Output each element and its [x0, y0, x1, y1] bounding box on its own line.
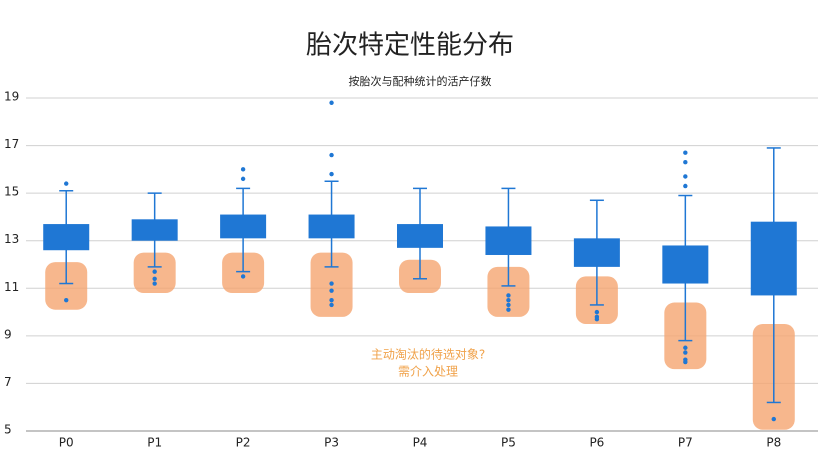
box: [308, 214, 355, 239]
box: [750, 221, 797, 296]
outlier: [594, 317, 600, 322]
box: [397, 224, 443, 248]
box: [485, 226, 532, 255]
outlier: [594, 309, 600, 315]
y-tick-label: 13: [4, 232, 19, 246]
highlight-region: [222, 252, 265, 294]
highlight-region: [45, 262, 88, 310]
outlier: [506, 307, 511, 312]
outlier: [240, 274, 246, 279]
outlier: [152, 281, 157, 286]
y-tick-label: 17: [4, 137, 19, 151]
chart-title: 胎次特定性能分布: [306, 31, 514, 61]
x-tick-label: P5: [501, 436, 516, 450]
outlier: [506, 293, 511, 298]
highlight-region: [487, 266, 530, 317]
outlier: [240, 167, 246, 172]
x-tick-label: P8: [766, 436, 781, 450]
outlier: [683, 150, 688, 155]
outlier: [683, 160, 688, 165]
outlier: [771, 416, 776, 422]
box: [573, 238, 620, 267]
x-tick-label: P1: [147, 436, 162, 450]
outlier: [329, 100, 334, 105]
outlier: [64, 181, 69, 186]
y-tick-label: 19: [4, 90, 19, 104]
outlier: [152, 276, 157, 281]
y-tick-label: 15: [4, 185, 19, 199]
annotation: 需介入处理: [398, 365, 458, 379]
outlier: [329, 302, 334, 308]
y-tick-label: 11: [4, 280, 19, 294]
outlier: [329, 171, 334, 177]
outlier: [329, 288, 334, 293]
outlier: [683, 174, 688, 179]
annotation: 主动淘汰的待选对象?: [371, 347, 485, 362]
outlier: [329, 297, 334, 303]
x-tick-label: P4: [413, 436, 428, 450]
x-tick-label: P6: [589, 436, 604, 450]
outlier: [64, 297, 69, 303]
outlier: [152, 269, 157, 274]
outlier: [683, 350, 688, 355]
outlier: [683, 345, 688, 350]
y-tick-label: 5: [4, 423, 12, 437]
outlier: [683, 183, 688, 189]
x-tick-label: P0: [59, 436, 74, 450]
box: [131, 219, 178, 241]
chart-subtitle: 按胎次与配种统计的活产仔数: [349, 74, 492, 88]
outlier: [683, 359, 688, 365]
y-tick-label: 7: [4, 375, 12, 389]
outlier: [240, 176, 246, 182]
box: [43, 224, 90, 251]
x-tick-label: P2: [236, 436, 251, 450]
box: [662, 245, 709, 284]
y-tick-label: 9: [4, 327, 12, 341]
x-tick-label: P3: [324, 436, 339, 450]
outlier: [506, 302, 511, 308]
outlier: [329, 152, 334, 158]
x-tick-label: P7: [678, 436, 693, 450]
outlier: [329, 281, 334, 286]
outlier: [506, 297, 511, 303]
box: [220, 214, 267, 239]
